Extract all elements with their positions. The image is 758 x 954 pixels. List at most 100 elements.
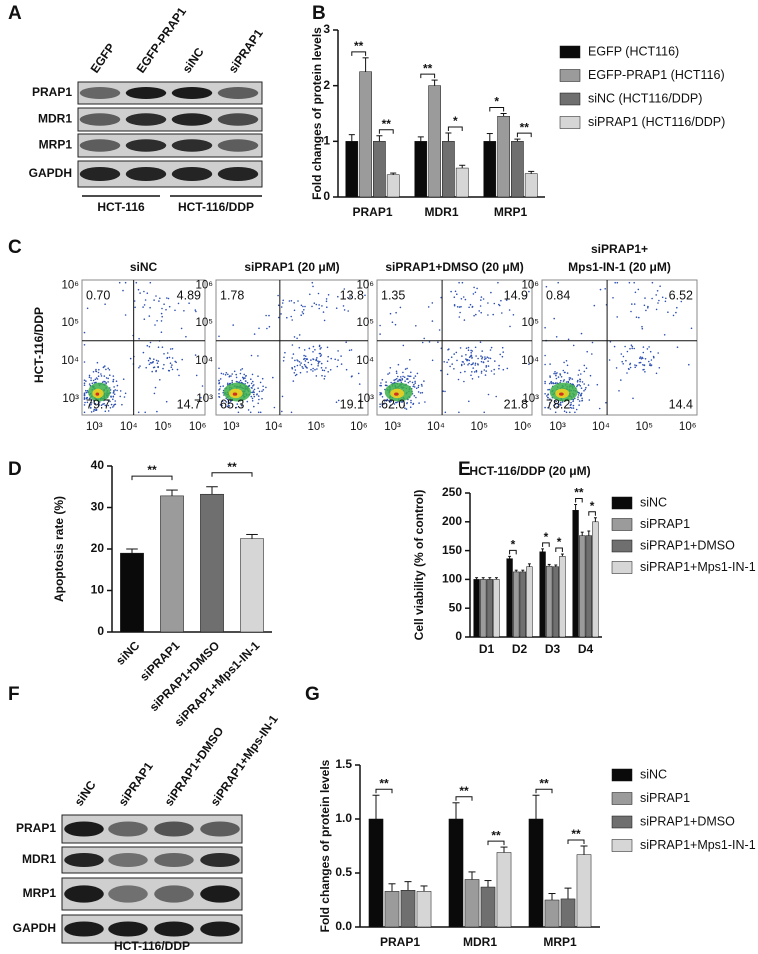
event-dot — [413, 386, 416, 388]
event-dot — [609, 341, 612, 343]
event-dot — [653, 356, 655, 359]
event-dot — [262, 389, 265, 391]
event-dot — [381, 378, 384, 381]
x-tick-label: MRP1 — [543, 935, 577, 949]
event-dot — [544, 406, 546, 409]
event-dot — [554, 400, 556, 402]
event-dot — [561, 401, 564, 403]
event-dot — [447, 358, 450, 361]
bar — [400, 890, 416, 928]
event-dot — [553, 317, 555, 320]
error-bar — [376, 135, 383, 142]
significance-bracket — [375, 788, 393, 794]
event-dot — [458, 306, 461, 308]
legend-label: siNC (HCT116/DDP) — [588, 91, 702, 105]
event-dot — [489, 357, 492, 360]
event-dot — [174, 360, 176, 363]
y-tick-label: 10 — [91, 583, 105, 597]
blot-strip — [77, 133, 263, 158]
event-dot — [414, 382, 417, 384]
event-dot — [440, 369, 442, 372]
event-dot — [549, 408, 552, 410]
event-dot — [97, 375, 100, 378]
event-dot — [162, 367, 164, 370]
bar — [486, 579, 493, 638]
y-tick-label: 0.0 — [335, 919, 352, 933]
event-dot — [88, 397, 91, 400]
error-bar — [541, 548, 545, 552]
y-axis-label: Fold changes of protein levels — [310, 27, 324, 200]
event-dot — [588, 399, 591, 401]
event-dot — [404, 380, 406, 383]
significance-label: ** — [574, 486, 584, 500]
event-dot — [257, 411, 260, 414]
event-dot — [577, 379, 579, 382]
event-dot — [107, 377, 109, 380]
event-dot — [577, 396, 579, 398]
event-dot — [548, 402, 551, 404]
event-dot — [672, 314, 675, 317]
event-dot — [318, 307, 321, 310]
event-dot — [569, 411, 571, 414]
lane-label: siPRAP1 — [226, 26, 266, 75]
event-dot — [93, 408, 95, 411]
event-dot — [337, 350, 339, 352]
event-dot — [250, 378, 252, 381]
event-dot — [281, 410, 283, 413]
event-dot — [412, 385, 415, 388]
event-dot — [383, 400, 386, 402]
event-dot — [156, 320, 158, 322]
event-dot — [558, 403, 560, 405]
blot-band — [217, 139, 259, 152]
event-dot — [155, 295, 157, 297]
event-dot — [230, 375, 232, 377]
event-dot — [314, 368, 316, 371]
event-dot — [492, 313, 495, 316]
event-dot — [579, 378, 581, 381]
event-dot — [656, 290, 659, 292]
event-dot — [581, 397, 583, 400]
event-dot — [253, 395, 256, 398]
event-dot — [277, 316, 280, 319]
event-dot — [225, 372, 228, 374]
event-dot — [647, 307, 649, 309]
event-dot — [91, 382, 94, 385]
event-dot — [431, 359, 434, 362]
event-dot — [83, 404, 86, 406]
event-dot — [643, 368, 645, 371]
event-dot — [293, 365, 296, 368]
event-dot — [326, 346, 329, 349]
event-dot — [400, 376, 402, 378]
event-dot — [643, 364, 646, 367]
event-dot — [155, 359, 158, 362]
event-dot — [154, 324, 156, 326]
event-dot — [580, 332, 583, 335]
error-bar — [388, 883, 396, 892]
event-dot — [585, 386, 587, 389]
event-dot — [557, 281, 559, 284]
event-dot — [258, 390, 261, 393]
quadrant-value: 78.2 — [546, 397, 570, 411]
event-dot — [421, 391, 424, 394]
event-dot — [578, 400, 581, 402]
event-dot — [294, 369, 297, 371]
event-dot — [575, 408, 578, 411]
event-dot — [417, 386, 420, 389]
quadrant-value: 0.70 — [86, 288, 110, 302]
event-dot — [690, 327, 693, 330]
event-dot — [544, 382, 546, 385]
event-dot — [101, 381, 104, 384]
bar — [496, 852, 512, 928]
event-dot — [149, 281, 152, 284]
event-dot — [302, 305, 304, 308]
event-dot — [85, 389, 87, 392]
row-label: GAPDH — [29, 166, 72, 180]
event-dot — [655, 294, 657, 296]
event-dot — [612, 297, 614, 299]
blot-band — [171, 166, 213, 182]
event-dot — [509, 325, 511, 328]
event-dot — [490, 346, 493, 349]
error-bar — [593, 517, 597, 522]
event-dot — [340, 355, 342, 357]
event-dot — [218, 367, 220, 370]
